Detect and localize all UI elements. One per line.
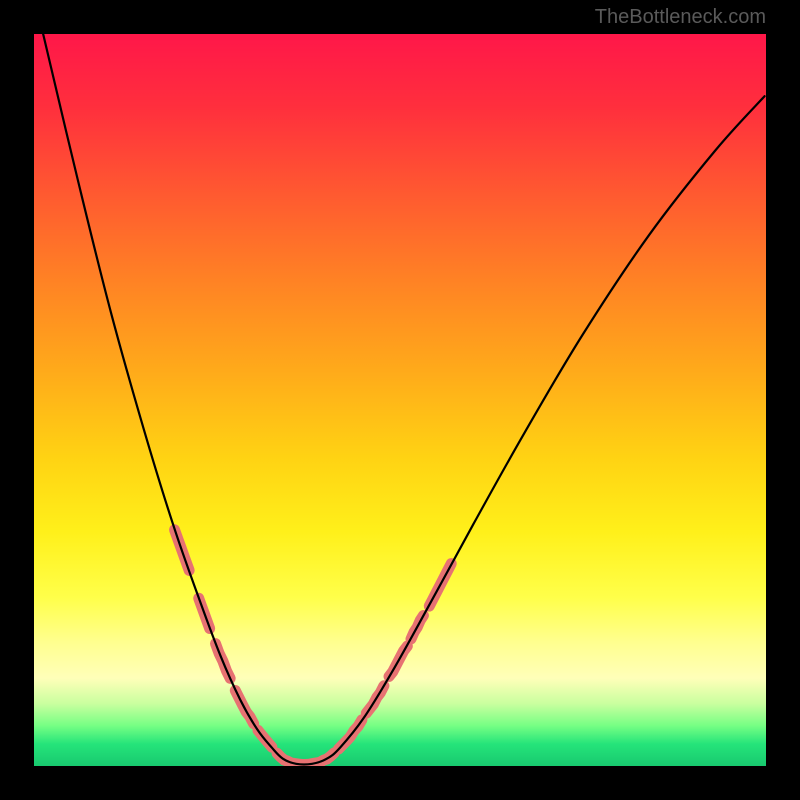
curve-overlay [34,34,766,766]
watermark-text: TheBottleneck.com [595,6,766,29]
plot-area [34,34,766,766]
stage: TheBottleneck.com [0,0,800,800]
